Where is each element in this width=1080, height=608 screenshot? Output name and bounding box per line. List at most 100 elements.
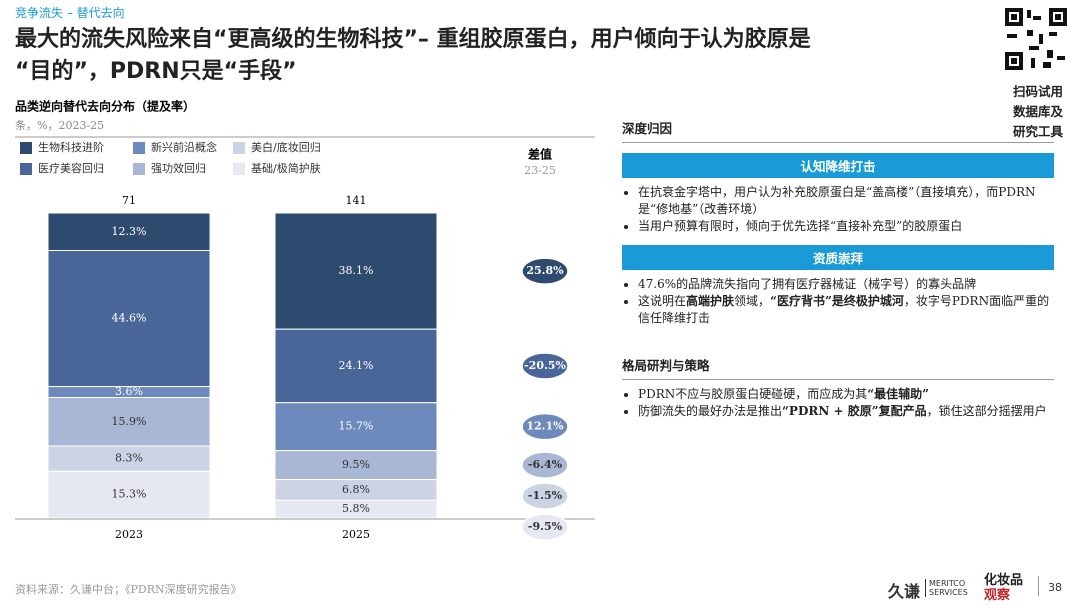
- bullet-list: 在抗衰金字塔中，用户认为补充胶原蛋白是“盖高楼”（直接填充），而PDRN是“修地…: [622, 184, 1054, 235]
- difference-title: 差值: [527, 147, 552, 162]
- logo: 久谦: [888, 582, 921, 601]
- bullet: 在抗衰金字塔中，用户认为补充胶原蛋白是“盖高楼”（直接填充），而PDRN是“修地…: [638, 184, 1054, 218]
- bullet: 当用户预算有限时，倾向于优先选择“直接补充型”的胶原蛋白: [638, 218, 1054, 235]
- bold-text: “最佳辅助”: [867, 387, 930, 401]
- data-label: 24.1%: [339, 359, 374, 372]
- text: 当用户预算有限时，倾向于优先选择“直接补充型”的胶原蛋白: [638, 219, 963, 233]
- data-label: 6.8%: [342, 483, 370, 496]
- legend-label: 生物科技进阶: [38, 140, 104, 154]
- separator: [1038, 576, 1039, 596]
- qr-code: [1003, 6, 1069, 72]
- difference-label: -1.5%: [528, 489, 563, 502]
- logo2-line: 化妆品: [984, 573, 1024, 588]
- data-label: 15.9%: [112, 415, 147, 428]
- panel-heading: 深度归因: [622, 118, 1054, 143]
- page-number: 38: [1048, 581, 1062, 594]
- qr-caption-line: 研究工具: [1012, 124, 1063, 139]
- legend-swatch: [233, 163, 245, 175]
- difference-badge: [521, 412, 569, 441]
- text: ，妆字号PDRN面临严重的信任降维打击: [638, 294, 1050, 325]
- title: 最大的流失风险来自“更高级的生物科技”– 重组胶原蛋白，用户倾向于认为胶原是 “…: [15, 24, 975, 88]
- section-title: 认知降维打击: [622, 153, 1054, 178]
- difference-badge: [521, 451, 569, 479]
- logo2-line: 观察: [984, 588, 1011, 603]
- legend-swatch: [133, 142, 145, 154]
- legend-label: 新兴前沿概念: [151, 140, 217, 154]
- difference-subtitle: 23-25: [524, 164, 556, 177]
- analysis-panel: 深度归因 认知降维打击在抗衰金字塔中，用户认为补充胶原蛋白是“盖高楼”（直接填充…: [622, 118, 1054, 420]
- difference-badge: [521, 513, 569, 541]
- logo-en-line: SERVICES: [929, 588, 968, 597]
- logo-en: MERITCO SERVICES: [925, 579, 968, 597]
- bar-segment: [274, 328, 438, 404]
- bar-segment: [47, 470, 211, 519]
- difference-label: -20.5%: [524, 359, 566, 372]
- logo-en-line: MERITCO: [929, 579, 966, 588]
- chart: 品类逆向替代去向分布（提及率） 条，%，2023-25 差值 23-25 生物科…: [15, 99, 595, 541]
- total-label: 71: [122, 194, 136, 207]
- bar-segment: [274, 402, 438, 452]
- bullet-list: PDRN不应与胶原蛋白硬碰硬，而应成为其“最佳辅助”防御流失的最好办法是推出“P…: [622, 386, 1054, 420]
- bar-segment: [47, 445, 211, 472]
- legend-label: 美白/底妆回归: [251, 140, 321, 154]
- difference-badge: [521, 352, 569, 380]
- difference-badge: [521, 482, 569, 510]
- logo2: 化妆品 观察: [984, 573, 1023, 603]
- legend-label: 强功效回归: [151, 161, 206, 175]
- title-line: 最大的流失风险来自“更高级的生物科技”– 重组胶原蛋白，用户倾向于认为胶原是: [15, 27, 811, 52]
- legend-label: 医疗美容回归: [38, 161, 104, 175]
- data-label: 44.6%: [112, 312, 147, 325]
- text: 防御流失的最好办法是推出: [638, 404, 783, 418]
- bar-segment: [274, 212, 438, 330]
- bar-segment: [47, 250, 211, 388]
- difference-label: 25.8%: [526, 264, 564, 277]
- data-label: 38.1%: [339, 264, 374, 277]
- difference-label: -9.5%: [528, 520, 563, 533]
- chart-subtitle: 条，%，2023-25: [15, 118, 104, 132]
- qr-caption-line: 数据库及: [1012, 104, 1063, 119]
- legend-swatch: [20, 163, 32, 175]
- title-line: “目的”，PDRN只是“手段”: [15, 59, 297, 84]
- bullet: 47.6%的品牌流失指向了拥有医疗器械证（械字号）的寡头品牌: [638, 276, 1054, 293]
- data-label: 9.5%: [342, 458, 370, 471]
- x-tick-label: 2023: [115, 528, 143, 541]
- bar-segment: [47, 397, 211, 447]
- bold-text: “PDRN + 胶原”: [782, 404, 879, 418]
- chart-title: 品类逆向替代去向分布（提及率）: [15, 99, 195, 114]
- source: 资料来源：久谦中台；《PDRN深度研究报告》: [15, 583, 242, 596]
- difference-label: -6.4%: [528, 458, 563, 471]
- bar-segment: [274, 499, 438, 519]
- section-title: 格局研判与策略: [622, 355, 1054, 380]
- bar-segment: [47, 212, 211, 252]
- section-title: 资质崇拜: [622, 245, 1054, 270]
- bold-text: 高端护肤: [686, 294, 735, 308]
- text: ，锁住这部分摇摆用户: [926, 404, 1047, 418]
- data-label: 12.3%: [112, 225, 147, 238]
- legend-swatch: [20, 142, 32, 154]
- text: PDRN不应与胶原蛋白硬碰硬，而应成为其: [638, 387, 868, 401]
- legend-label: 基础/极简护肤: [251, 161, 321, 175]
- text: 这说明在: [638, 294, 687, 308]
- total-label: 141: [346, 194, 367, 207]
- difference-label: 12.1%: [526, 420, 564, 433]
- data-label: 3.6%: [115, 385, 143, 398]
- qr-caption-line: 扫码试用: [1012, 84, 1063, 99]
- bullet: 这说明在高端护肤领域，“医疗背书”是终极护城河，妆字号PDRN面临严重的信任降维…: [638, 293, 1054, 327]
- difference-badge: [521, 257, 569, 285]
- data-label: 5.8%: [342, 502, 370, 515]
- bullet: 防御流失的最好办法是推出“PDRN + 胶原”复配产品，锁住这部分摇摆用户: [638, 403, 1054, 420]
- data-label: 15.3%: [112, 488, 147, 501]
- qr-caption: 扫码试用 数据库及 研究工具: [1000, 82, 1076, 142]
- text: 领域，: [734, 294, 771, 308]
- bold-text: “医疗背书”是终极护城河: [770, 294, 904, 308]
- data-label: 8.3%: [115, 452, 143, 465]
- x-tick-label: 2025: [342, 528, 370, 541]
- legend-swatch: [233, 142, 245, 154]
- bullet: PDRN不应与胶原蛋白硬碰硬，而应成为其“最佳辅助”: [638, 386, 1054, 403]
- text: 在抗衰金字塔中，用户认为补充胶原蛋白是“盖高楼”（直接填充），而PDRN是“修地…: [638, 185, 1036, 216]
- text: 47.6%的品牌流失指向了拥有医疗器械证（械字号）的寡头品牌: [638, 277, 977, 291]
- bullet-list: 47.6%的品牌流失指向了拥有医疗器械证（械字号）的寡头品牌这说明在高端护肤领域…: [622, 276, 1054, 327]
- bold-text: 复配产品: [878, 404, 927, 418]
- kicker: 竞争流失 – 替代去向: [15, 6, 125, 20]
